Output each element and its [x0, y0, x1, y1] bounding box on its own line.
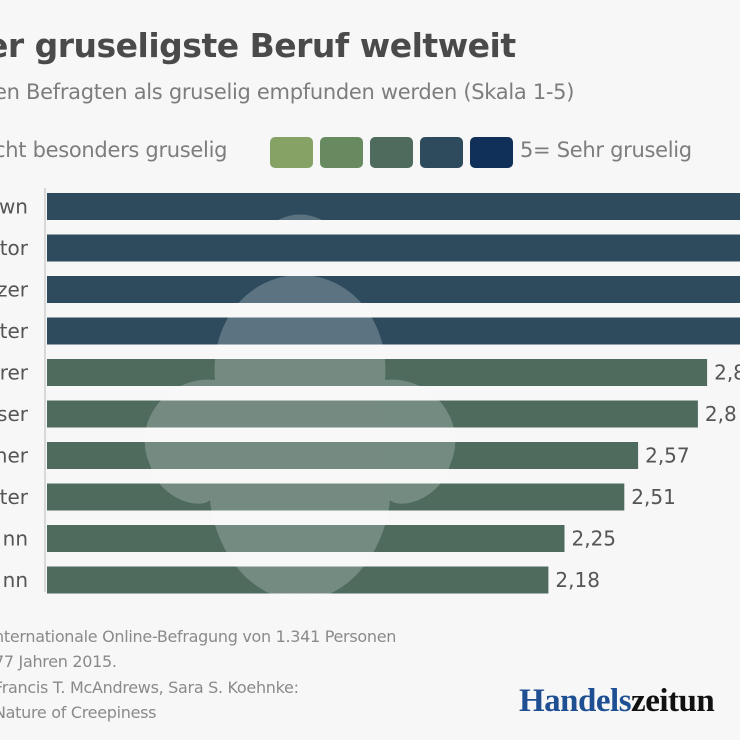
bar-1 — [47, 193, 740, 220]
bar-3 — [47, 276, 740, 303]
footer-source-line-1: Francis T. McAndrews, Sara S. Koehnke: — [0, 678, 299, 697]
category-label-6: ser — [0, 402, 29, 426]
category-label-1: wn — [0, 195, 28, 219]
legend-swatch-4 — [420, 137, 463, 168]
category-label-5: rer — [0, 361, 29, 385]
legend-low-label: cht besonders gruselig — [0, 138, 228, 162]
footer-source-line-2: Nature of Creepiness — [0, 703, 157, 722]
bar-10 — [47, 566, 549, 594]
handelszeitung-logo[interactable]: Handelszeitun — [519, 683, 715, 720]
chart-subtitle: en Befragten als gruselig empfunden werd… — [0, 80, 575, 104]
logo-part-1: Handels — [519, 683, 632, 719]
category-label-3: zer — [0, 278, 29, 302]
category-label-2: tor — [0, 236, 29, 260]
category-label-10: nn — [3, 568, 28, 592]
bar-7 — [47, 442, 639, 469]
bar-9 — [47, 525, 565, 552]
value-label-9: 2,25 — [572, 527, 617, 551]
bar-2 — [47, 234, 740, 262]
value-label-7: 2,57 — [645, 444, 690, 468]
bar-8 — [47, 483, 625, 511]
legend-swatches — [270, 137, 513, 168]
footer-note-line-2: 77 Jahren 2015. — [0, 652, 117, 671]
legend-swatch-1 — [270, 137, 313, 168]
legend-high-label: 5= Sehr gruselig — [520, 138, 692, 162]
bar-6 — [47, 400, 698, 428]
bar-5 — [47, 359, 708, 386]
legend-swatch-5 — [470, 137, 513, 168]
bar-4 — [47, 317, 740, 345]
value-label-8: 2,51 — [631, 485, 676, 509]
category-label-4: ter — [0, 319, 29, 343]
bar-chart: wn tor zer ter rer 2,8 ser 2,8 her 2,57 ter 2,51 nn 2… — [0, 188, 740, 600]
value-label-5: 2,8 — [714, 361, 740, 385]
logo-part-2: zeitun — [631, 683, 715, 719]
footer-note-line-1: nternationale Online-Befragung von 1.341… — [0, 627, 397, 646]
value-label-10: 2,18 — [555, 568, 600, 592]
category-label-7: her — [0, 444, 29, 468]
legend-swatch-3 — [370, 137, 413, 168]
legend-swatch-2 — [320, 137, 363, 168]
clown-face-icon — [144, 214, 456, 600]
category-label-8: ter — [0, 485, 29, 509]
chart-title: er gruseligste Beruf weltweit — [0, 26, 516, 65]
value-label-6: 2,8 — [705, 402, 737, 426]
category-label-9: nn — [3, 527, 28, 551]
